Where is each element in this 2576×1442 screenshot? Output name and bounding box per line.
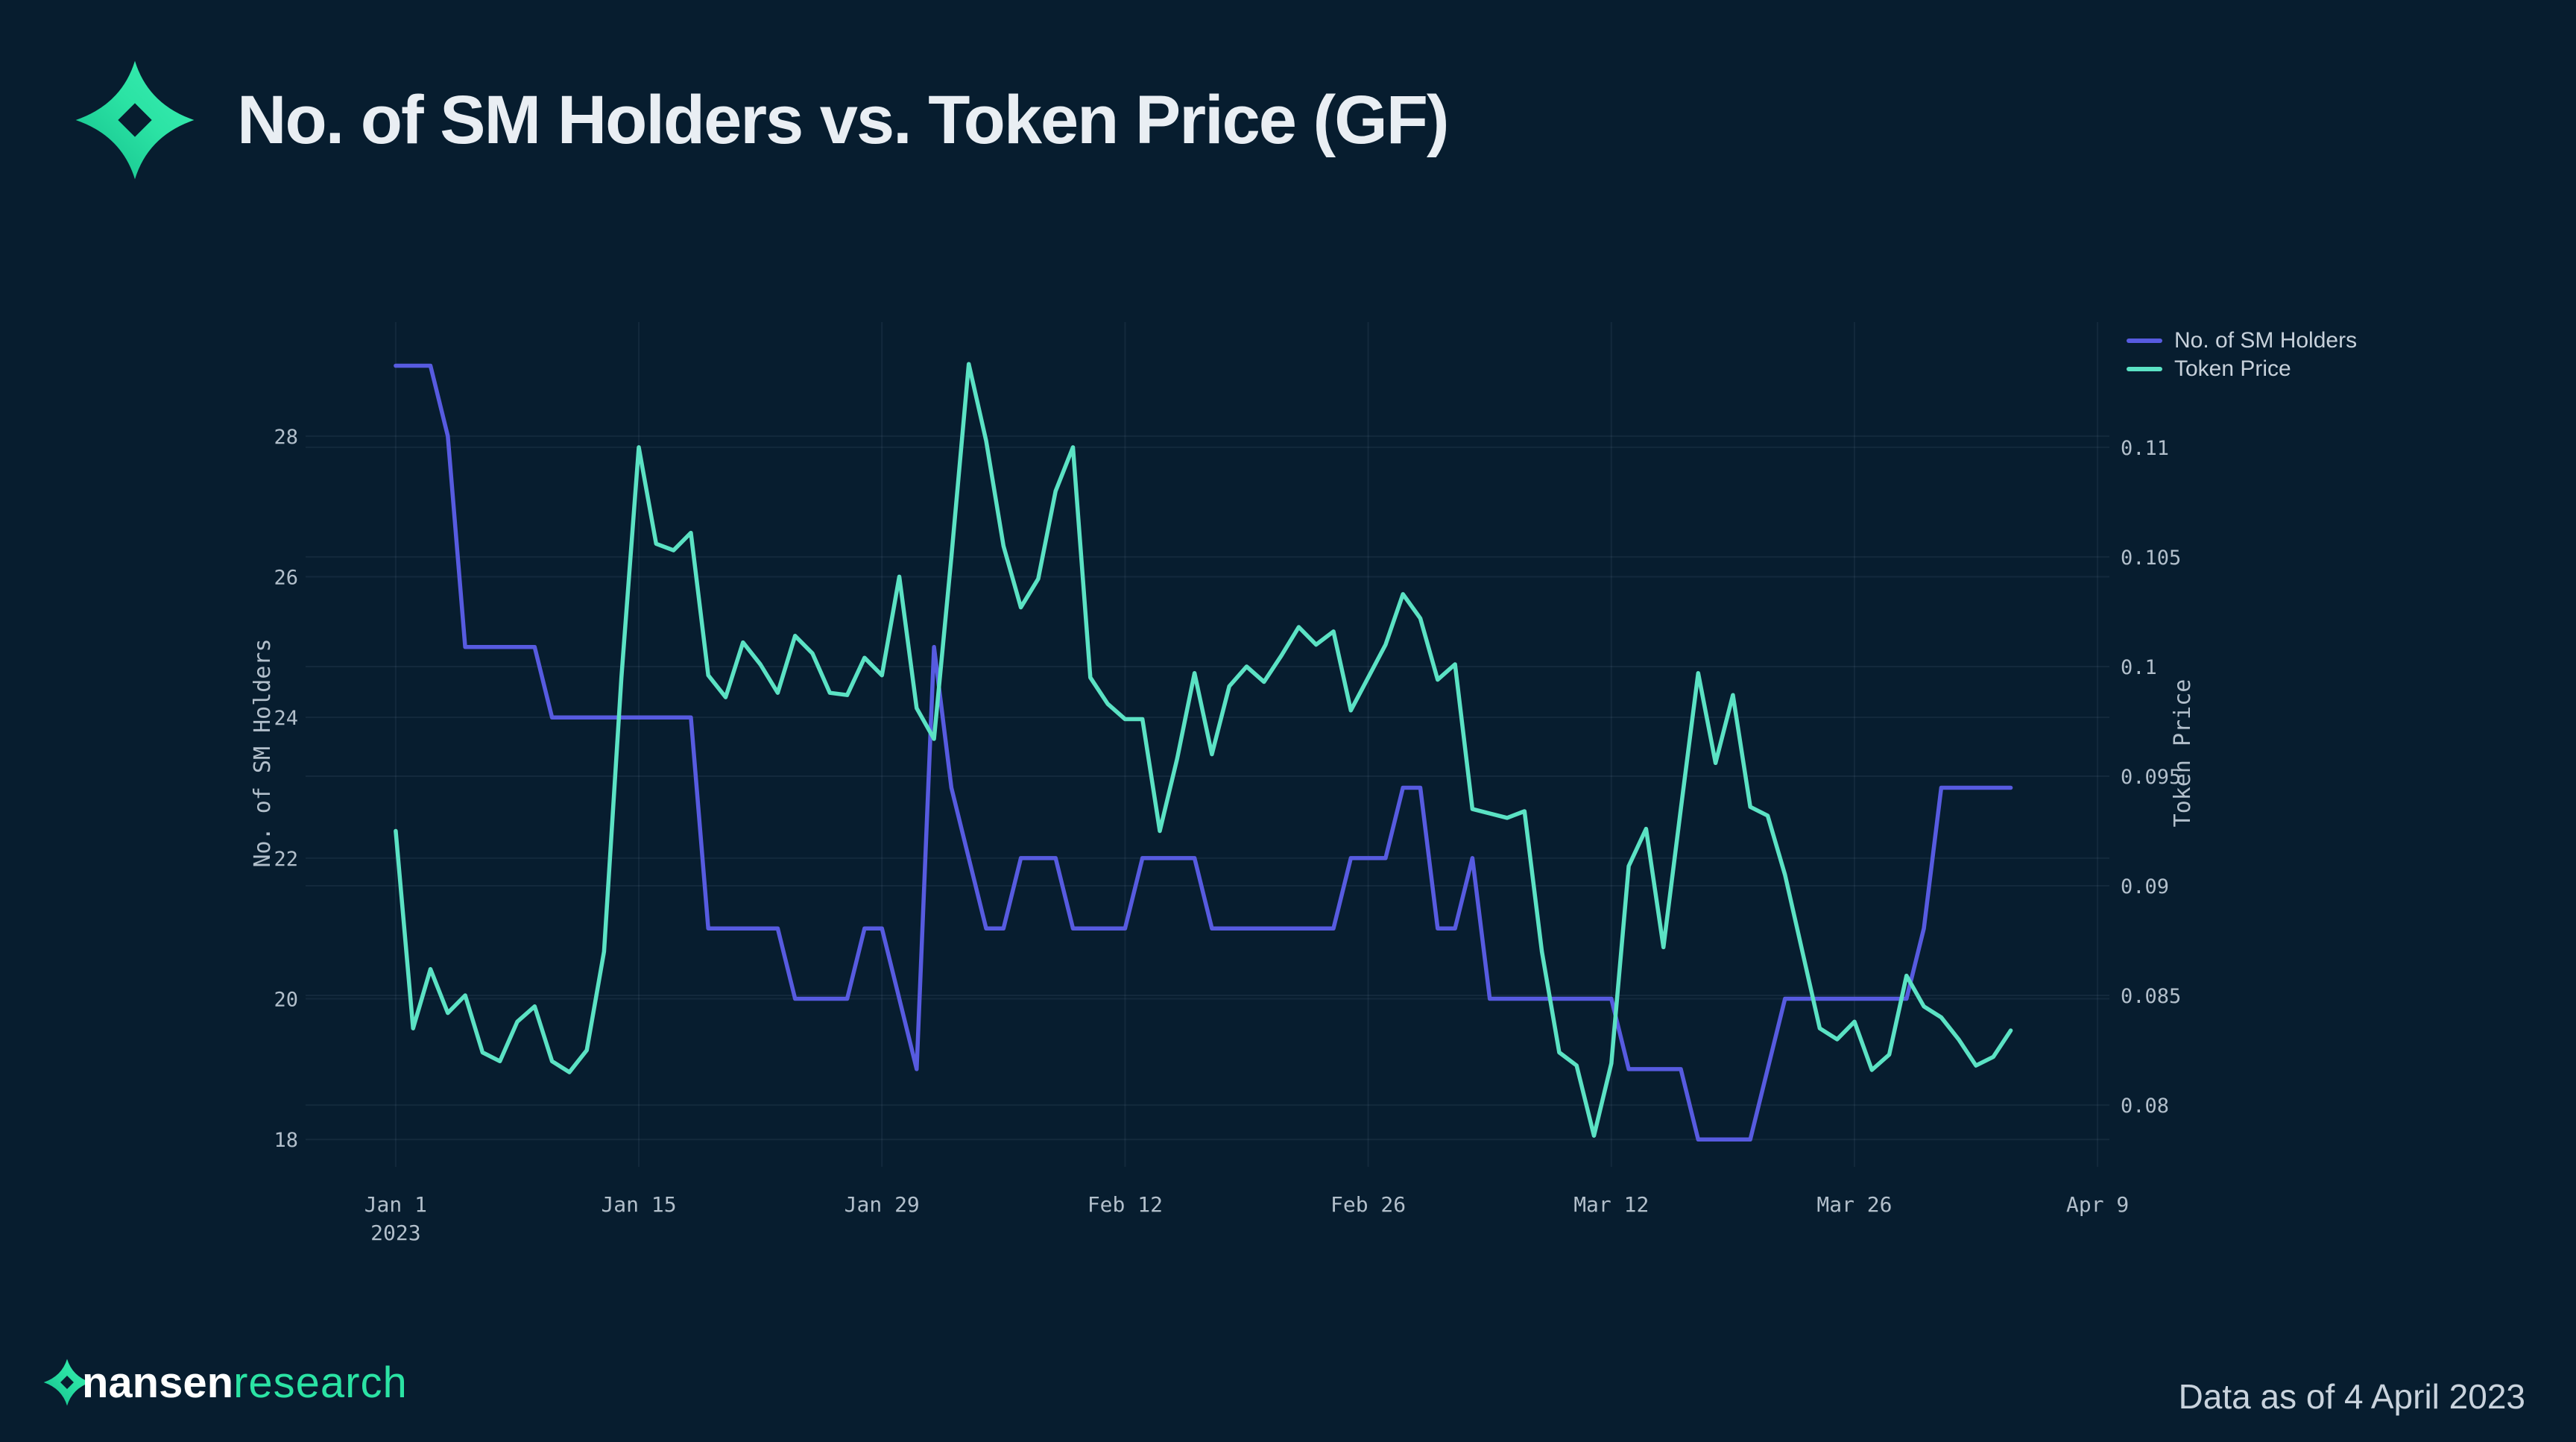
legend-label-holders: No. of SM Holders [2174, 328, 2358, 353]
nansen-logo-icon [75, 60, 195, 180]
nansen-footer-logo-icon [43, 1358, 91, 1406]
x-axis-tick-label: Feb 26 [1330, 1192, 1406, 1217]
series-line-holders [394, 363, 2013, 1142]
x-axis-tick-label: Jan 29 [845, 1192, 920, 1217]
right-axis-tick-label: 0.11 [2121, 437, 2169, 460]
legend-item-price[interactable]: Token Price [2127, 355, 2357, 383]
page-title: No. of SM Holders vs. Token Price (GF) [237, 81, 1450, 158]
left-axis-tick-label: 22 [274, 848, 298, 871]
right-axis-tick-label: 0.095 [2121, 766, 2181, 789]
right-axis-tick-label: 0.085 [2121, 985, 2181, 1008]
right-axis-title: Token Price [2170, 679, 2196, 828]
x-axis-tick-label: Mar 12 [1573, 1192, 1649, 1217]
right-axis-tick-label: 0.105 [2121, 547, 2181, 570]
legend-label-price: Token Price [2174, 356, 2291, 381]
left-axis-tick-label: 20 [274, 989, 298, 1012]
right-axis-tick-label: 0.1 [2121, 656, 2157, 679]
left-axis-tick-label: 24 [274, 707, 298, 730]
series-line-price [394, 362, 2013, 1138]
right-axis-tick-label: 0.08 [2121, 1095, 2169, 1118]
left-axis-tick-label: 28 [274, 426, 298, 449]
right-axis-tick-label: 0.09 [2121, 875, 2169, 898]
left-axis-title: No. of SM Holders [250, 638, 276, 867]
footer-brand: nansenresearch [43, 1351, 408, 1414]
footer-brand-name: nansen [82, 1358, 234, 1407]
x-axis-tick-label: Jan 15 [601, 1192, 676, 1217]
footer-brand-suffix: research [233, 1358, 408, 1407]
header: No. of SM Holders vs. Token Price (GF) [75, 60, 1450, 180]
x-axis-year-label: 2023 [370, 1221, 420, 1245]
chart-legend: No. of SM Holders Token Price [2127, 327, 2357, 383]
x-axis-tick-label: Mar 26 [1816, 1192, 1892, 1217]
x-axis-tick-label: Jan 1 [364, 1192, 427, 1217]
x-axis-tick-label: Feb 12 [1087, 1192, 1163, 1217]
legend-swatch-holders-icon [2127, 339, 2162, 343]
footer-wordmark: nansenresearch [82, 1358, 408, 1408]
legend-item-holders[interactable]: No. of SM Holders [2127, 327, 2357, 355]
legend-swatch-price-icon [2127, 367, 2162, 371]
x-axis-tick-label: Apr 9 [2066, 1192, 2129, 1217]
data-as-of-note: Data as of 4 April 2023 [2178, 1377, 2525, 1416]
left-axis-tick-label: 26 [274, 567, 298, 590]
left-axis-tick-label: 18 [274, 1129, 298, 1152]
